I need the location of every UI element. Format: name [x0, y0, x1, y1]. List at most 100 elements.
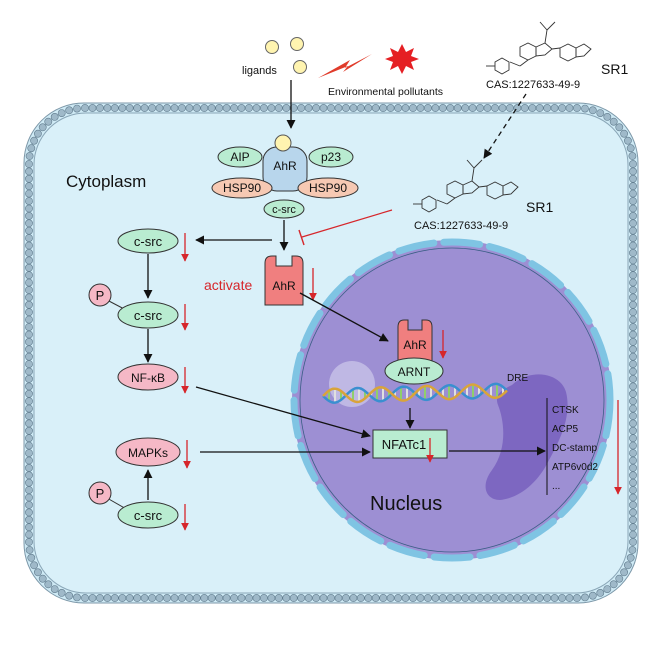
membrane-head [461, 594, 470, 602]
membrane-head [25, 374, 33, 383]
membrane-head [581, 593, 589, 602]
membrane-head [25, 211, 33, 220]
membrane-head [96, 104, 104, 112]
membrane-head [252, 594, 261, 602]
membrane-head [125, 594, 134, 602]
membrane-head [629, 389, 637, 398]
membrane-head [25, 248, 33, 257]
membrane-phospholipids [25, 104, 637, 602]
activated-ahr-label: AhR [272, 279, 296, 293]
phosphate-label: P [96, 288, 105, 303]
membrane-head [25, 367, 33, 376]
membrane-head [25, 486, 33, 494]
csrc-label-3: c-src [134, 508, 163, 523]
membrane-head [629, 471, 637, 480]
target-gene: ATP6v0d2 [552, 462, 598, 473]
membrane-head [394, 104, 402, 112]
nuclear-ahr-label: AhR [403, 338, 427, 352]
membrane-head [628, 546, 637, 554]
membrane-head [25, 308, 33, 317]
membrane-head [27, 144, 36, 153]
membrane-head [364, 594, 373, 602]
membrane-head [245, 594, 253, 602]
membrane-head [629, 174, 637, 183]
membrane-head [629, 456, 637, 465]
target-gene: CTSK [552, 405, 579, 416]
nucleus-label: Nucleus [370, 493, 442, 515]
membrane-head [629, 204, 637, 213]
membrane-head [65, 591, 74, 600]
membrane-head [25, 352, 33, 361]
membrane-head [629, 441, 637, 450]
membrane-head [25, 441, 33, 450]
membrane-head [177, 594, 186, 602]
membrane-head [118, 104, 127, 112]
membrane-head [629, 226, 637, 235]
sr1-structure-cell [413, 159, 519, 213]
membrane-head [312, 104, 320, 112]
membrane-head [341, 594, 350, 602]
membrane-head [267, 104, 276, 112]
membrane-head [25, 397, 33, 406]
membrane-head [274, 594, 283, 602]
p23-protein [308, 146, 354, 168]
membrane-head [25, 330, 33, 339]
sr1-entry-arrow [483, 93, 527, 159]
membrane-head [628, 152, 637, 160]
membrane-head [25, 530, 33, 539]
membrane-head [125, 104, 134, 112]
membrane-head [629, 286, 637, 294]
membrane-head [133, 104, 142, 112]
membrane-head [629, 515, 637, 524]
membrane-head [629, 486, 637, 494]
dna-helix [322, 382, 508, 404]
membrane-head [25, 500, 33, 509]
membrane-head [629, 234, 637, 242]
membrane-head [103, 104, 112, 112]
membrane-head [34, 129, 42, 138]
membrane-head [468, 104, 477, 112]
hsp90-right [297, 177, 359, 199]
membrane-head [438, 594, 447, 602]
nucleus [290, 238, 614, 562]
membrane-head [596, 589, 605, 597]
nfatc1-label: NFATc1 [382, 437, 427, 452]
nuclear-envelope [290, 238, 614, 562]
membrane-head [103, 594, 112, 602]
membrane-head [629, 426, 637, 435]
membrane-head [274, 104, 283, 112]
membrane-head [155, 104, 164, 112]
membrane-head [25, 226, 33, 235]
membrane-head [25, 360, 33, 368]
membrane-head [629, 493, 637, 502]
membrane-head [25, 219, 33, 228]
csrc-label-1: c-src [134, 234, 163, 249]
membrane-head [50, 585, 59, 593]
membrane-head [185, 104, 194, 112]
hsp90-right-label: HSP90 [309, 181, 347, 195]
membrane-head [312, 594, 320, 602]
membrane-head [259, 594, 268, 602]
membrane-head [401, 594, 410, 602]
ligand-molecule [265, 40, 279, 54]
membrane-head [498, 594, 507, 602]
csrc-complex [263, 199, 305, 219]
membrane-head [629, 478, 637, 487]
membrane-head [543, 594, 552, 602]
arnt-label: ARNT [398, 365, 431, 379]
membrane-head [535, 104, 544, 112]
membrane-head [629, 330, 637, 339]
membrane-head [27, 553, 36, 562]
membrane-head [565, 104, 574, 112]
membrane-head [88, 104, 97, 112]
membrane-head [491, 104, 499, 112]
membrane-head [50, 113, 59, 121]
membrane-head [259, 104, 268, 112]
membrane-head [44, 580, 53, 589]
membrane-head [148, 594, 156, 602]
membrane-head [25, 263, 33, 272]
membrane-head [327, 104, 335, 112]
membrane-head [629, 263, 637, 272]
phosphate-icon [88, 283, 112, 307]
lightning-icon [318, 54, 372, 78]
